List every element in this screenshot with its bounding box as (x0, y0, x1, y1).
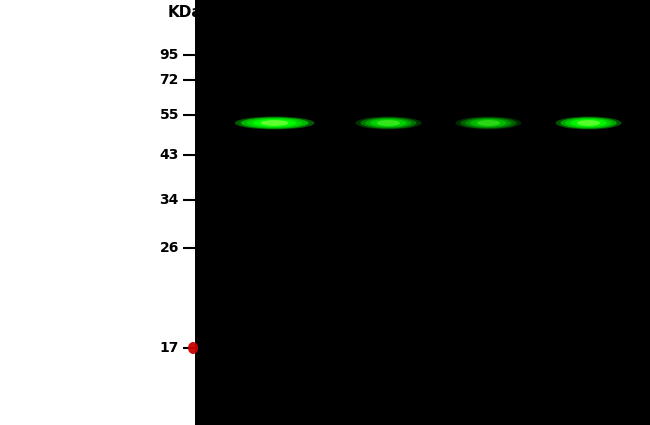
Ellipse shape (253, 119, 296, 127)
Text: D: D (582, 9, 595, 27)
Ellipse shape (188, 342, 198, 354)
Text: 43: 43 (160, 148, 179, 162)
Ellipse shape (577, 120, 600, 126)
Text: A: A (268, 9, 281, 27)
Text: 26: 26 (160, 241, 179, 255)
Text: KDa: KDa (168, 5, 202, 20)
Ellipse shape (370, 119, 406, 127)
Text: 95: 95 (160, 48, 179, 62)
Text: C: C (482, 9, 495, 27)
Ellipse shape (460, 117, 517, 129)
Ellipse shape (240, 117, 309, 129)
Ellipse shape (360, 117, 417, 129)
Ellipse shape (261, 120, 289, 126)
Text: B: B (382, 9, 395, 27)
Text: 72: 72 (160, 73, 179, 87)
Ellipse shape (560, 117, 617, 129)
Ellipse shape (471, 119, 506, 127)
Ellipse shape (377, 120, 400, 126)
Ellipse shape (477, 120, 500, 126)
Bar (195, 0, 650, 425)
Ellipse shape (356, 116, 421, 129)
Text: 34: 34 (160, 193, 179, 207)
Ellipse shape (571, 119, 606, 127)
Ellipse shape (465, 118, 512, 128)
Text: 55: 55 (159, 108, 179, 122)
Text: 17: 17 (160, 341, 179, 355)
Ellipse shape (556, 116, 621, 129)
Ellipse shape (456, 116, 521, 129)
Ellipse shape (566, 118, 612, 128)
Ellipse shape (365, 118, 411, 128)
Ellipse shape (235, 116, 315, 129)
Ellipse shape (247, 118, 302, 128)
